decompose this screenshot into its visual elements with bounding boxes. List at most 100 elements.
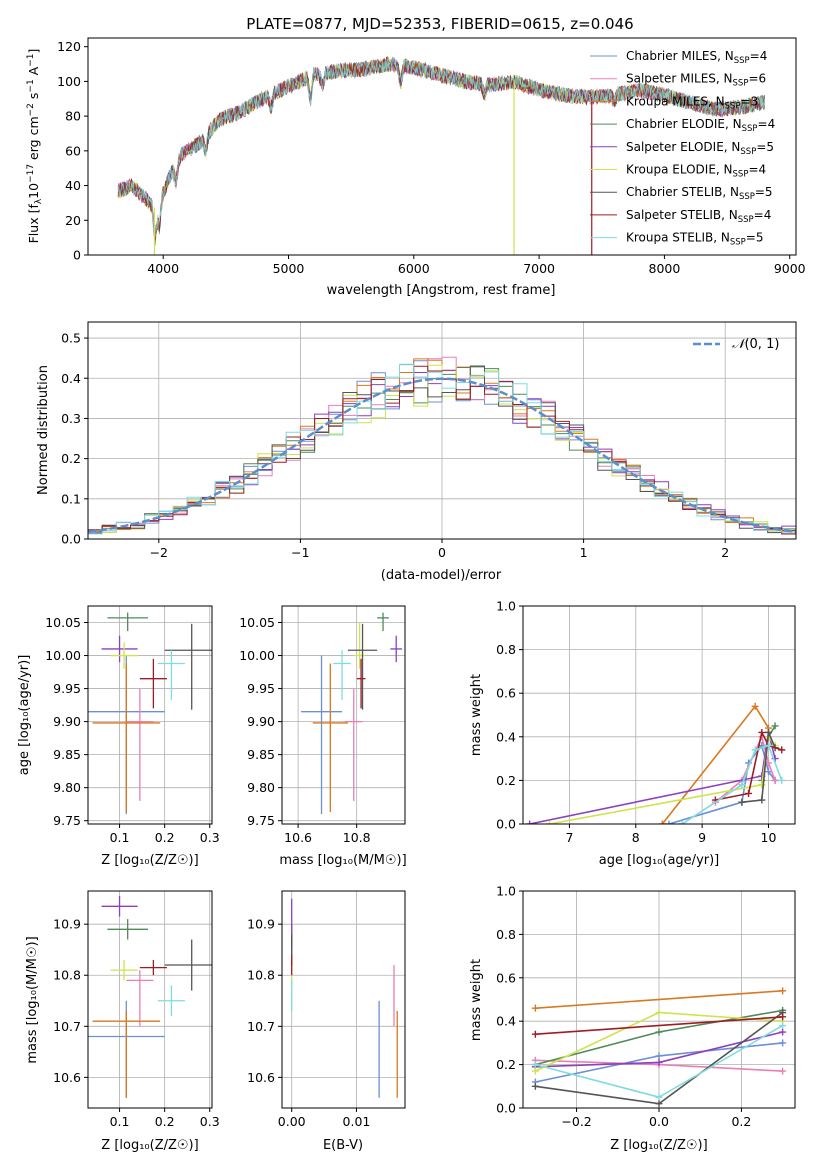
residuals-y-tick-label: 0.4 [61,371,81,386]
age-vs-mass-x-tick-label: 10.8 [343,830,371,845]
mass-vs-z-x-tick-label: 0.2 [155,1114,175,1129]
age-vs-Z-x-axis-label: Z [log₁₀(Z/Z☉)] [101,853,198,868]
age-vs-mass-y-tick-label: 9.90 [247,714,275,729]
mass-vs-ebv-y-tick-label: 10.8 [247,968,275,983]
weight-marker-salpeter-elodie [526,820,534,824]
weight-marker-salpeter-stelib [778,746,786,754]
residuals-y-tick-label: 0.5 [61,331,81,346]
weight-vs-age-x-axis-label: age [log₁₀(age/yr)] [599,853,720,868]
errorbar-chabrier-stelib [347,623,378,710]
weight-vs-age-y-tick-label: 0.4 [496,729,516,744]
weight-marker-salpeter-stelib [531,1030,539,1038]
spectrum-legend: Chabrier MILES, NSSP=4 Salpeter MILES, NS… [590,49,775,248]
weight-vs-age-panel: 7 8 9 10 0.0 0.2 0.4 0.6 0.8 1.0 age [log₁₀(age/y… [469,599,796,868]
legend-label-kroupa-elodie: Kroupa ELODIE, NSSP=4 [626,163,766,180]
tick-layer: −0.2 0.0 0.2 0.0 0.2 0.4 0.6 0.8 1.0 [496,884,751,1130]
age-vs-mass-x-tick-label: 10.6 [284,830,312,845]
weight-vs-age-data-layer [526,702,786,824]
errorbar-kroupa-elodie [110,642,138,669]
spectrum-x-tick-label: 5000 [273,261,305,276]
weight-line-salpeter-stelib [535,1016,783,1035]
age-vs-Z-panel: 0.1 0.2 0.39.759.809.859.909.9510.0010.05 … [17,605,220,868]
weight-vs-age-y-tick-label: 0.6 [496,686,516,701]
residuals-x-axis-label: (data-model)/error [381,568,502,583]
legend-label-kroupa-miles: Kroupa MILES, NSSP=3 [626,94,758,111]
errorbar-salpeter-stelib [139,959,167,976]
age-vs-z-data-layer [88,612,212,815]
errorbar-kroupa-elodie [353,622,366,669]
chart-title: PLATE=0877, MJD=52353, FIBERID=0615, z=0… [246,15,633,33]
normal-legend-label: 𝒩(0, 1) [732,337,779,352]
residuals-x-tick-label: 2 [721,545,729,560]
mass-vs-z-data-layer [88,896,212,1098]
errorbar-chabrier-miles [301,655,343,815]
histogram-kroupa-stelib [88,363,796,535]
mass-vs-z-y-tick-label: 10.8 [53,968,81,983]
errorbar-salpeter-elodie [101,635,138,663]
weight-marker-salpeter-stelib [745,789,753,797]
age-vs-mass-axes-frame [281,605,406,825]
mass-vs-Z-y-axis-label: mass [log₁₀(M/M☉)] [25,936,40,1063]
weight-vs-z-x-tick-label: 0.0 [649,1114,669,1129]
tick-layer: 7 8 9 10 0.0 0.2 0.4 0.6 0.8 1.0 [496,599,776,846]
age-vs-z-x-tick-label: 0.1 [110,830,130,845]
errorbar-kroupa-elodie [110,959,138,981]
residuals-x-tick-label: −1 [291,545,309,560]
mass-vs-z-y-tick-label: 10.7 [53,1019,81,1034]
spectrum-y-tick-label: 120 [57,39,81,54]
age-vs-mass-data-layer [301,612,403,815]
spectrum-y-tick-label: 80 [65,109,81,124]
tick-layer: −2 −1 0 1 2 0.0 0.1 0.2 0.3 0.4 0.5 [61,331,729,560]
weight-marker-kroupa-elodie [546,820,554,824]
errorbar-chabrier-elodie [107,612,148,632]
errorbar-kroupa-miles [92,1010,161,1098]
tick-layer: 4000 5000 6000 7000 8000 9000 0 20 40 60 80 100 120 [57,39,806,276]
mass-vs-ebv-x-tick-label: 0.00 [278,1114,306,1129]
residuals-y-tick-label: 0.2 [61,451,81,466]
spectrum-y-tick-label: 100 [57,74,81,89]
weight-vs-z-y-tick-label: 0.8 [496,927,516,942]
tick-layer: 0.1 0.2 0.3 9.75 9.80 9.85 9.90 9.95 10.00 10.05 [45,615,219,845]
errorbar-kroupa-stelib [333,650,351,700]
grid-layer [88,891,212,1108]
weight-marker-kroupa-miles [779,987,787,995]
spectrum-data-layer [117,56,766,255]
grid-layer [282,606,405,824]
residuals-y-axis-label: Normed distribution [36,365,51,495]
weight-line-chabrier-miles [668,743,776,824]
weight-marker-chabrier-miles [779,1039,787,1047]
errorbar-salpeter-stelib [356,658,366,709]
spectrum-y-tick-label: 20 [65,213,81,228]
weight-marker-chabrier-stelib [531,1082,539,1090]
errorbar-salpeter-elodie [101,896,138,917]
mass-vs-z-y-tick-label: 10.6 [53,1070,81,1085]
age-vs-mass-y-tick-label: 10.05 [239,615,275,630]
errorbar-kroupa-stelib [157,650,185,700]
spectrum-y-tick-label: 60 [65,143,81,158]
weight-line-kroupa-miles [535,990,783,1009]
weight-vs-age-y-tick-label: 0.0 [496,817,516,832]
age-vs-mass-panel: 10.6 10.8 9.75 9.80 9.85 9.90 9.95 10.00 10.05 m… [239,605,407,868]
weight-vs-z-x-tick-label: −0.2 [561,1114,591,1129]
weight-line-kroupa-miles [661,704,770,824]
mass-vs-ebv-panel: 0.00 0.01 10.6 10.7 10.8 10.9 E(B-V) [247,890,406,1153]
weight-vs-age-x-tick-label: 8 [632,830,640,845]
errorbar-kroupa-stelib [157,985,185,1017]
legend-label-kroupa-stelib: Kroupa STELIB, NSSP=5 [626,231,764,248]
age-vs-z-y-tick-label: 10.05 [45,615,81,630]
mass-vs-ebv-x-axis-label: E(B-V) [323,1138,363,1153]
errorbar-salpeter-miles [344,688,363,801]
weight-vs-age-axes-frame [522,605,796,825]
residuals-x-tick-label: 0 [438,545,446,560]
weight-vs-z-data-layer [531,987,787,1108]
age-vs-mass-x-axis-label: mass [log₁₀(M/M☉)] [279,853,406,868]
weight-vs-Z-panel: −0.2 0.0 0.2 0.0 0.2 0.4 0.6 0.8 1.0 Z [log₁₀(Z/… [469,884,796,1153]
errorbar-salpeter-elodie [390,635,403,663]
tick-layer: 0.1 0.2 0.3 10.6 10.7 10.8 10.9 [53,917,220,1129]
spectrum-x-tick-label: 6000 [398,261,430,276]
weight-marker-kroupa-miles [658,820,666,824]
legend-label-chabrier-elodie: Chabrier ELODIE, NSSP=4 [626,117,775,134]
residuals-data-layer [88,356,796,535]
weight-marker-kroupa-stelib [751,746,759,754]
mass-vs-z-y-tick-label: 10.9 [53,917,81,932]
